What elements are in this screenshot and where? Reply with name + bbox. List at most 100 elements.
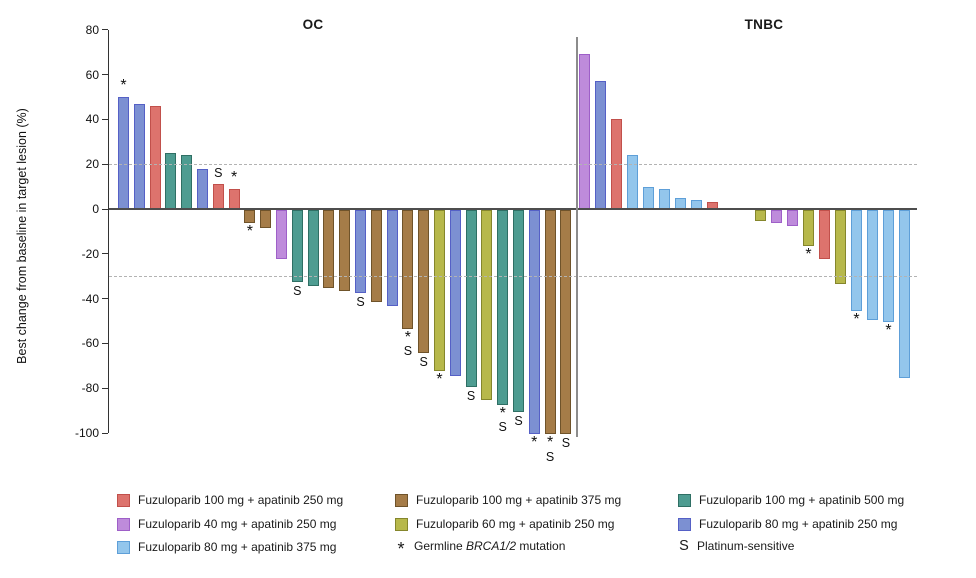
legend-label: Fuzuloparib 100 mg + apatinib 500 mg <box>699 493 905 507</box>
brca-asterisk-mark: * <box>805 245 812 263</box>
y-axis-line <box>107 29 109 433</box>
brca-asterisk-mark: * <box>120 77 127 94</box>
bar-oc-27 <box>528 210 540 434</box>
ytick-label-0: 0 <box>92 202 99 216</box>
zero-baseline <box>109 208 917 210</box>
brca-asterisk-mark: * <box>404 328 411 346</box>
legend-swatch-orchid <box>117 517 130 531</box>
ytick-label--80: -80 <box>81 381 99 396</box>
bar-tnbc-15 <box>803 210 814 246</box>
bar-oc-16 <box>355 210 366 293</box>
asterisk-symbol: * <box>397 539 405 559</box>
platinum-s-mark: S <box>514 413 523 428</box>
bar-oc-13 <box>307 210 319 287</box>
bar-oc-20 <box>418 210 430 354</box>
bar-oc-23 <box>465 210 477 387</box>
bar-tnbc-18 <box>851 210 862 311</box>
bar-oc-14 <box>323 210 335 289</box>
platinum-s-mark: S <box>419 355 428 370</box>
bar-tnbc-19 <box>867 210 878 320</box>
brca-asterisk-mark: * <box>436 371 443 389</box>
bar-oc-17 <box>370 210 382 302</box>
platinum-s-mark: S <box>545 449 555 464</box>
platinum-s-mark: S <box>356 294 365 309</box>
brca-asterisk-mark: * <box>853 310 860 328</box>
ytick-label-60: 60 <box>85 67 99 82</box>
ytick-mark-40 <box>102 118 108 120</box>
bar-tnbc-16 <box>819 210 830 260</box>
ytick-label--100: -100 <box>74 426 99 440</box>
brca-asterisk-mark: * <box>885 322 892 339</box>
legend-label: Fuzuloparib 100 mg + apatinib 250 mg <box>138 493 344 507</box>
threshold-line--30 <box>109 276 917 278</box>
bar-oc-18 <box>386 210 398 307</box>
legend-swatch-olive <box>395 517 408 531</box>
bar-tnbc-21 <box>899 210 910 378</box>
legend-label: Fuzuloparib 60 mg + apatinib 250 mg <box>416 517 615 531</box>
threshold-line-20 <box>109 164 917 166</box>
bar-oc-22 <box>449 210 461 376</box>
legend-label: Fuzuloparib 80 mg + apatinib 250 mg <box>699 517 898 531</box>
ytick-mark--100 <box>102 432 108 434</box>
ytick-mark-60 <box>102 74 108 76</box>
ytick-mark--20 <box>102 253 108 255</box>
ytick-mark--40 <box>102 298 108 300</box>
ytick-mark--80 <box>102 387 108 389</box>
ytick-label--60: -60 <box>81 336 99 351</box>
platinum-s-mark: S <box>466 388 476 403</box>
legend-swatch-lightblue <box>117 540 130 554</box>
bar-oc-28 <box>544 210 556 434</box>
ytick-label--40: -40 <box>81 291 99 306</box>
legend-item-fuz80-apa250: Fuzuloparib 80 mg + apatinib 250 mg <box>678 517 897 531</box>
group-title-tnbc: TNBC <box>744 17 784 32</box>
ytick-mark-80 <box>102 29 108 31</box>
legend-item-platinum-symbol: S Platinum-sensitive <box>678 538 795 554</box>
legend-item-brca-symbol: * Germline BRCA1/2 mutation <box>395 539 565 559</box>
ytick-mark--60 <box>102 342 108 344</box>
bar-oc-25 <box>497 210 509 405</box>
ytick-label--20: -20 <box>81 246 99 261</box>
bar-tnbc-12 <box>755 210 766 222</box>
s-symbol: S <box>679 538 689 554</box>
ytick-label-80: 80 <box>85 22 99 37</box>
group-separator-line <box>576 37 578 437</box>
legend-label: Platinum-sensitive <box>697 539 795 553</box>
legend-item-fuz100-apa250: Fuzuloparib 100 mg + apatinib 250 mg <box>117 493 343 507</box>
bar-oc-19 <box>402 210 414 329</box>
bar-oc-15 <box>339 210 351 291</box>
legend-label: Fuzuloparib 100 mg + apatinib 375 mg <box>416 493 622 507</box>
bar-oc-21 <box>434 210 445 372</box>
brca-asterisk-mark: * <box>246 223 253 241</box>
ytick-mark-0 <box>102 208 108 210</box>
brca-asterisk-mark: * <box>531 434 538 451</box>
bar-tnbc-13 <box>771 210 782 224</box>
platinum-s-mark: S <box>561 436 571 450</box>
bar-oc-29 <box>560 210 572 434</box>
bar-tnbc-14 <box>787 210 798 226</box>
brca-asterisk-mark: * <box>499 404 506 422</box>
bar-oc-11 <box>276 210 287 260</box>
platinum-s-mark: S <box>214 166 223 181</box>
bar-oc-12 <box>291 210 303 282</box>
bar-oc-24 <box>481 210 493 401</box>
legend-item-fuz40-apa250: Fuzuloparib 40 mg + apatinib 250 mg <box>117 517 336 531</box>
group-title-oc: OC <box>302 17 324 32</box>
legend-item-fuz80-apa375: Fuzuloparib 80 mg + apatinib 375 mg <box>117 540 336 554</box>
bar-oc-9 <box>244 210 256 224</box>
bar-oc-26 <box>513 210 524 412</box>
bar-tnbc-20 <box>883 210 894 322</box>
brca-asterisk-mark: * <box>546 434 554 451</box>
platinum-s-mark: S <box>498 420 507 435</box>
ytick-label-20: 20 <box>85 157 99 172</box>
legend-swatch-red <box>117 493 130 507</box>
legend-swatch-brown <box>395 493 408 507</box>
ytick-label-40: 40 <box>85 112 99 127</box>
brca-asterisk-mark: * <box>230 168 238 186</box>
ytick-mark-20 <box>102 163 108 165</box>
legend-item-fuz60-apa250: Fuzuloparib 60 mg + apatinib 250 mg <box>395 517 614 531</box>
legend-label: Fuzuloparib 80 mg + apatinib 375 mg <box>138 540 337 554</box>
legend-item-fuz100-apa500: Fuzuloparib 100 mg + apatinib 500 mg <box>678 493 904 507</box>
bar-tnbc-17 <box>835 210 846 284</box>
